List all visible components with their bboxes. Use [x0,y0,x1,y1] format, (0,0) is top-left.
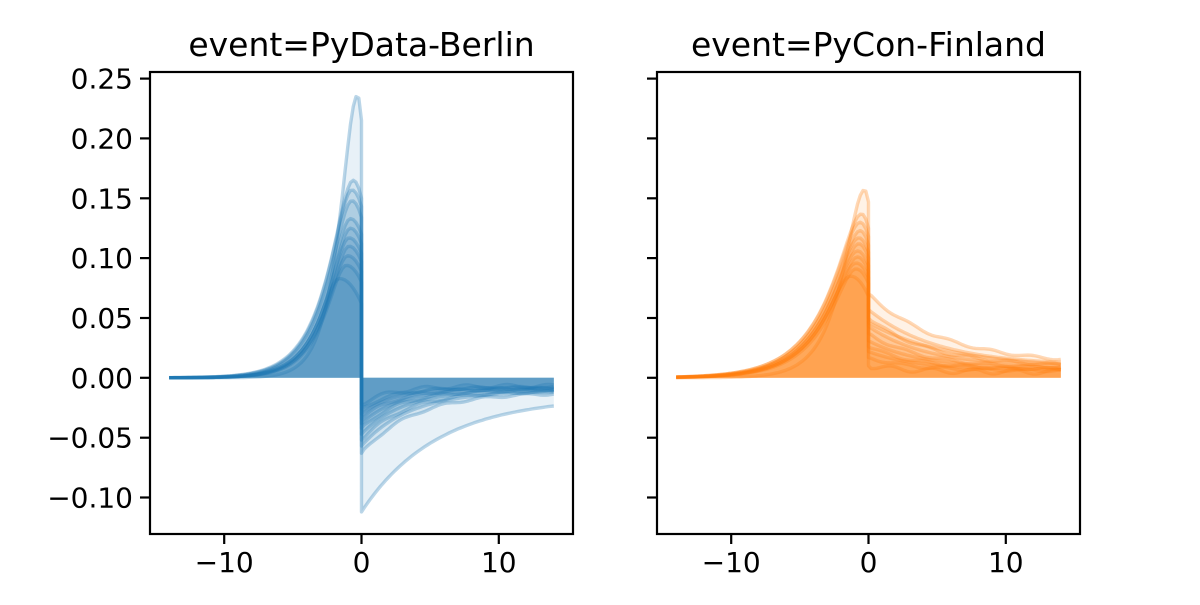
ensemble-curve-line [676,255,1062,379]
ensemble-curve-line [169,178,555,455]
ensemble-curve-fill [169,265,554,409]
ensemble-curve-fill [676,214,1061,378]
y-tick-label: 0.10 [71,242,133,275]
y-tick-label: 0.00 [71,362,133,395]
y-tick-label: 0.20 [71,122,133,155]
ensemble-curve-fill [676,263,1061,378]
y-tick-label: −0.10 [47,482,133,515]
subplot-event-pydata-berlin: −10 0 10 0.25 0.20 0.15 0.10 0.05 0.00 −0.05 −0.10… [47,25,575,579]
ensemble-curve-line [676,274,1062,379]
ensemble-curve-line [676,188,1061,380]
ensemble-curve-fill [169,255,554,414]
ensemble-curve-fill [169,278,554,405]
ensemble-curve-line [169,263,555,411]
ensemble-curve-fill [169,190,554,446]
ensemble-curve-fill [169,238,554,424]
ensemble-curve-fill [169,180,554,454]
y-tick-label: 0.15 [71,182,133,215]
ensemble-curve-fill [169,246,554,419]
ensemble-curve-line [676,236,1061,379]
ensemble-curve-fill [169,201,554,440]
ensemble-curve-line [676,261,1061,379]
ensemble-curve-fill [676,256,1061,378]
ensemble-curve-line [169,199,555,442]
x-tick-label: 0 [353,546,371,579]
ensemble-curve-fill [676,230,1061,378]
ensemble-curve-fill [169,218,554,435]
plot-title: event=PyData-Berlin [188,25,534,64]
ensemble-curve-line [676,249,1061,379]
ensemble-curve-line [676,220,1061,379]
ensemble-curve-line [676,212,1061,379]
ensemble-curve-fill [676,269,1061,378]
ensemble-curve-line [169,254,554,416]
subplot-event-pycon-finland: −10 0 10 event=PyCon-Finland [647,25,1082,579]
ensemble-curve-fill [676,238,1061,378]
ensemble-curve-line [169,94,554,514]
x-tick-label: 0 [860,546,878,579]
x-tick-label: −10 [702,546,761,579]
x-tick-label: 10 [988,546,1024,579]
ensemble-curve-fill [169,228,554,429]
y-tick-label: −0.05 [47,422,133,455]
ensemble-curve-fill [676,250,1061,378]
y-tick-label: 0.25 [71,63,133,96]
ensemble-curve-fill [169,96,554,512]
ensemble-curve-line [169,226,555,430]
ensemble-curve-line [676,267,1062,380]
ensemble-curve-line [676,242,1062,379]
ensemble-curve-fill [676,244,1061,378]
ensemble-curve-line [169,216,554,436]
ensemble-curve-line [169,236,554,425]
ensemble-curve-fill [676,222,1061,378]
ensemble-curve-fill [676,190,1061,378]
ensemble-curve-fill [676,276,1061,378]
x-tick-label: −10 [195,546,254,579]
y-tick-label: 0.05 [71,302,133,335]
ensemble-curve-line [676,228,1062,379]
ensemble-curve-line [169,276,555,407]
x-tick-label: 10 [481,546,517,579]
plot-title: event=PyCon-Finland [691,25,1046,64]
ensemble-curve-line [169,188,554,448]
ensemble-curve-line [169,244,555,421]
